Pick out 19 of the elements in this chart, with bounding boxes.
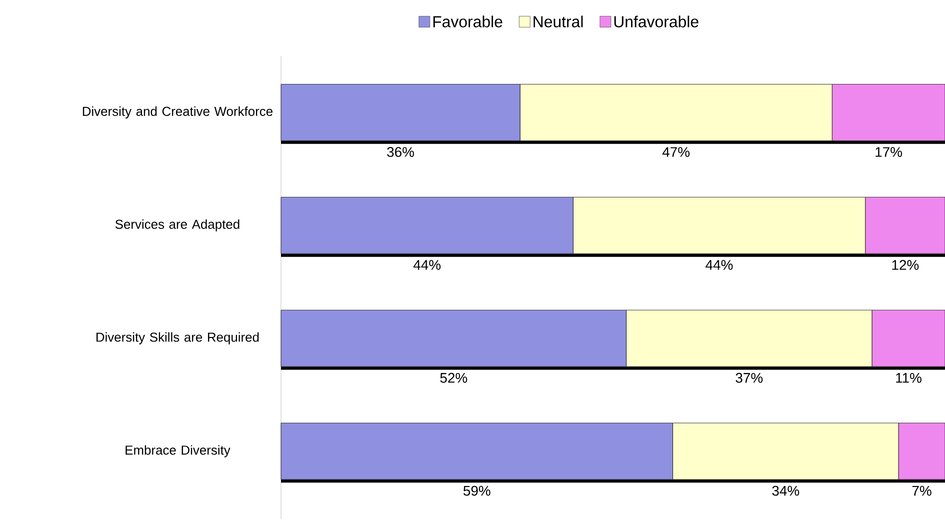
legend-label: Favorable — [433, 16, 502, 28]
data-label: 11% — [896, 372, 922, 383]
data-label: 44% — [706, 260, 733, 270]
data-label: 59% — [463, 486, 490, 496]
y-tick-label: Diversity Skills are Required — [96, 332, 259, 344]
data-label: 52% — [440, 372, 468, 383]
data-label: 44% — [413, 260, 441, 270]
legend-label: Unfavorable — [614, 16, 698, 28]
data-label: 36% — [387, 147, 414, 157]
y-tick-label: Embrace Diversity — [126, 445, 230, 458]
data-label: 37% — [736, 372, 763, 383]
data-label: 34% — [772, 486, 800, 496]
data-label: 17% — [876, 147, 902, 157]
y-tick-label: Services are Adapted — [115, 219, 240, 232]
data-label: 7% — [912, 486, 932, 496]
data-label: 47% — [662, 147, 690, 157]
legend-label: Neutral — [534, 16, 583, 28]
y-tick-label: Diversity and Creative Workforce — [82, 106, 272, 118]
data-label: 12% — [892, 260, 919, 270]
